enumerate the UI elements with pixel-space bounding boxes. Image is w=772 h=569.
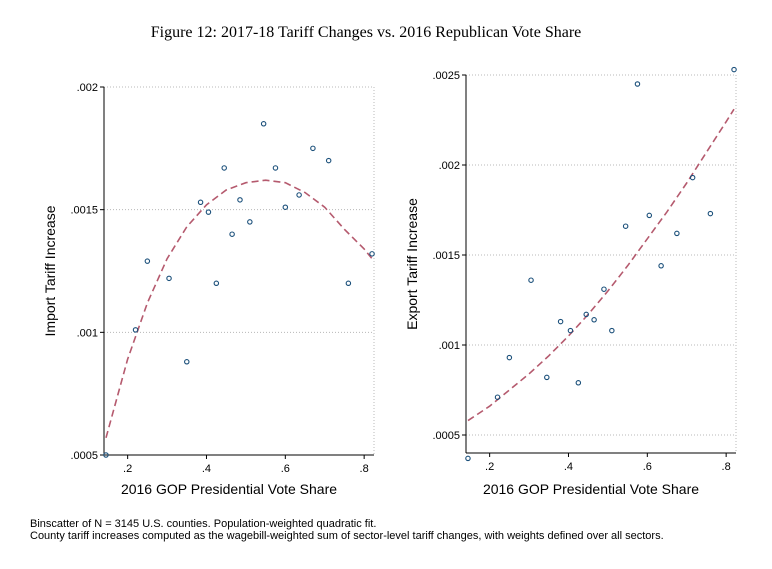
right-panel-export: .0005 .001 .0015 .002 .0025 .2 .4 .6 .8 2016 GOP … [404, 66, 737, 497]
import-xtick-label-0: .2 [123, 463, 132, 475]
footnote-line-2: County tariff increases computed as the … [30, 530, 664, 542]
import-point-4 [184, 359, 190, 365]
export-point-13 [634, 81, 641, 87]
export-point-3 [528, 277, 534, 283]
import-point-18 [345, 280, 352, 287]
import-point-14 [282, 204, 289, 210]
import-point-13 [272, 165, 279, 171]
import-point-19 [369, 251, 375, 257]
export-ytick-label-4: .0025 [432, 70, 460, 82]
import-y-axis-label: Import Tariff Increase [42, 205, 58, 336]
import-point-1 [132, 327, 139, 333]
import-xtick-label-3: .8 [360, 463, 369, 475]
export-ytick-label-3: .002 [439, 160, 460, 172]
export-point-5 [557, 318, 564, 325]
import-point-8 [221, 165, 227, 171]
export-y-axis-label: Export Tariff Increase [404, 198, 420, 330]
import-ytick-label-2: .0015 [70, 205, 98, 217]
import-xtick-label-2: .6 [281, 463, 290, 475]
export-point-15 [658, 263, 664, 269]
import-point-0 [103, 452, 109, 458]
export-point-16 [674, 230, 680, 237]
import-point-6 [205, 209, 212, 215]
export-point-7 [575, 380, 582, 386]
import-ytick-label-1: .001 [77, 327, 98, 339]
export-point-10 [601, 286, 607, 292]
export-point-19 [731, 66, 737, 73]
export-xtick-label-0: .2 [485, 461, 494, 473]
import-ytick-label-0: .0005 [70, 450, 98, 462]
import-point-5 [197, 199, 204, 206]
export-xtick-label-2: .6 [643, 461, 652, 473]
import-point-7 [213, 280, 220, 287]
export-point-2 [506, 354, 513, 361]
import-ytick-label-3: .002 [77, 82, 98, 94]
export-fit-line [467, 108, 735, 422]
export-point-0 [465, 455, 471, 462]
figure-title: Figure 12: 2017-18 Tariff Changes vs. 20… [151, 24, 582, 41]
footnote-line-1: Binscatter of N = 3145 U.S. counties. Po… [30, 518, 377, 530]
import-point-12 [260, 121, 267, 127]
import-point-17 [325, 157, 332, 164]
export-point-4 [544, 374, 550, 381]
export-ytick-label-2: .0015 [432, 250, 460, 262]
export-ytick-label-1: .001 [439, 340, 460, 352]
import-point-2 [144, 258, 151, 264]
export-point-8 [583, 311, 589, 318]
export-point-9 [591, 317, 597, 323]
import-fit-line [105, 179, 373, 439]
import-x-axis-label: 2016 GOP Presidential Vote Share [121, 481, 337, 497]
export-x-axis-label: 2016 GOP Presidential Vote Share [483, 481, 699, 497]
left-panel-import: .0005 .001 .0015 .002 .2 .4 .6 .8 2016 GOP Presi… [42, 82, 375, 497]
export-ytick-label-0: .0005 [432, 430, 460, 442]
export-xtick-label-1: .4 [564, 461, 573, 473]
export-point-17 [689, 174, 696, 181]
import-xtick-label-1: .4 [202, 463, 211, 475]
import-point-15 [296, 192, 302, 198]
import-point-11 [247, 219, 253, 225]
export-point-12 [622, 223, 629, 229]
import-point-10 [237, 197, 243, 203]
import-point-16 [310, 145, 316, 152]
export-point-18 [707, 210, 714, 217]
export-point-1 [494, 394, 501, 400]
export-xtick-label-3: .8 [722, 461, 731, 473]
export-point-14 [646, 212, 653, 219]
import-point-9 [229, 231, 235, 237]
export-point-11 [609, 327, 615, 334]
export-point-6 [567, 327, 574, 334]
import-point-3 [166, 275, 172, 282]
